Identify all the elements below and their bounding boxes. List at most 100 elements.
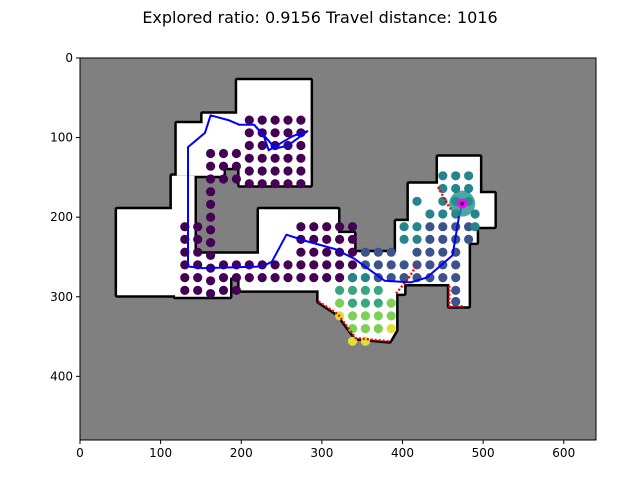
node-point-s0-2 (270, 115, 280, 125)
node-point-s0-18 (244, 153, 254, 163)
node-point-s1-24 (425, 273, 435, 283)
frontier-1 (395, 264, 419, 295)
node-point-s1-22 (451, 260, 461, 270)
node-point-s2-17 (412, 222, 422, 232)
node-point-s0-56 (180, 273, 190, 283)
node-point-s0-43 (206, 238, 216, 248)
node-point-s1-5 (373, 247, 383, 257)
y-axis: 0 100 200 300 400 (50, 51, 80, 383)
node-point-s0-20 (270, 153, 280, 163)
node-point-s0-3 (283, 115, 293, 125)
node-point-s3-5 (360, 298, 370, 308)
node-point-s0-70 (270, 273, 280, 283)
node-point-s1-6 (386, 247, 396, 257)
node-point-s2-1 (438, 209, 448, 219)
node-point-s2-4 (438, 196, 448, 206)
node-point-s1-2 (386, 260, 396, 270)
node-point-s0-37 (218, 174, 229, 184)
node-point-s0-33 (270, 179, 280, 189)
node-point-s1-14 (464, 234, 474, 244)
node-point-s2-14 (470, 222, 480, 232)
travel-path (187, 114, 464, 284)
node-point-s4-1 (347, 311, 358, 321)
node-point-s0-11 (257, 140, 267, 151)
node-point-s0-47 (206, 289, 216, 299)
node-point-s1-9 (451, 222, 461, 232)
node-point-s0-31 (244, 179, 254, 189)
node-points (180, 115, 480, 346)
node-point-s1-17 (438, 247, 448, 257)
x-tick-label-100: 100 (149, 446, 172, 460)
node-point-s2-16 (412, 234, 422, 244)
node-point-s0-65 (283, 260, 293, 270)
node-point-s0-15 (206, 148, 216, 159)
node-point-s0-80 (335, 234, 345, 244)
node-point-s0-4 (296, 115, 306, 125)
node-point-s0-27 (257, 166, 267, 176)
node-point-s0-35 (296, 179, 306, 189)
axes-frame (79, 57, 597, 441)
node-point-s0-36 (206, 174, 216, 184)
node-point-s4-0 (335, 298, 345, 308)
node-point-s2-15 (399, 234, 409, 244)
node-point-s0-16 (218, 148, 229, 159)
node-point-s2-12 (438, 171, 448, 181)
node-point-s0-97 (218, 285, 229, 295)
node-point-s5-3 (386, 324, 396, 334)
map-layer (80, 58, 596, 440)
node-point-s2-9 (464, 183, 474, 194)
y-tick-label-300: 300 (50, 290, 73, 304)
node-point-s1-25 (438, 273, 448, 283)
node-point-s1-30 (451, 285, 461, 295)
node-point-s0-8 (283, 128, 293, 138)
node-point-s0-41 (206, 212, 216, 222)
y-tick-label-100: 100 (50, 131, 73, 145)
node-point-s3-1 (347, 285, 358, 295)
node-point-s2-10 (464, 171, 474, 181)
x-tick-label-500: 500 (472, 446, 495, 460)
node-point-s0-79 (322, 234, 332, 244)
node-point-s1-19 (412, 260, 422, 270)
node-point-s0-40 (206, 199, 216, 209)
node-point-s0-26 (244, 166, 254, 176)
node-point-s5-2 (347, 336, 358, 346)
node-point-s1-20 (425, 260, 435, 270)
node-point-s2-3 (412, 196, 422, 206)
node-point-s4-6 (373, 324, 383, 334)
node-point-s0-82 (296, 247, 306, 257)
node-point-s0-59 (193, 285, 203, 295)
node-point-s0-29 (283, 166, 293, 176)
node-point-s0-94 (322, 273, 332, 283)
node-point-s0-89 (322, 260, 332, 270)
node-point-s0-92 (296, 273, 306, 283)
node-point-s0-95 (335, 273, 345, 283)
node-point-s0-5 (244, 128, 254, 138)
node-point-s4-2 (360, 311, 370, 321)
node-point-s3-6 (373, 298, 383, 308)
node-point-s2-18 (399, 222, 409, 232)
node-point-s0-98 (231, 285, 241, 295)
node-point-s0-34 (283, 179, 293, 189)
y-tick-label-0: 0 (65, 51, 73, 65)
node-point-s1-11 (425, 234, 435, 244)
y-tick-label-200: 200 (50, 210, 73, 224)
node-point-s2-20 (360, 273, 370, 283)
node-point-s0-69 (257, 273, 267, 283)
node-point-s0-30 (296, 166, 306, 176)
node-point-s0-42 (206, 225, 216, 235)
node-point-s2-11 (451, 171, 461, 181)
node-point-s0-14 (296, 140, 306, 151)
node-point-s4-4 (347, 324, 358, 334)
node-point-s4-7 (386, 298, 396, 308)
node-point-s1-28 (386, 273, 396, 283)
node-point-s0-0 (244, 115, 254, 125)
node-point-s0-46 (206, 276, 216, 286)
node-point-s4-3 (373, 311, 383, 321)
node-point-s1-16 (425, 247, 435, 257)
node-point-s1-26 (451, 273, 461, 283)
x-tick-label-0: 0 (76, 446, 84, 460)
y-tick-label-400: 400 (50, 369, 73, 383)
frontier-3 (448, 285, 464, 308)
axes-border (79, 57, 597, 441)
